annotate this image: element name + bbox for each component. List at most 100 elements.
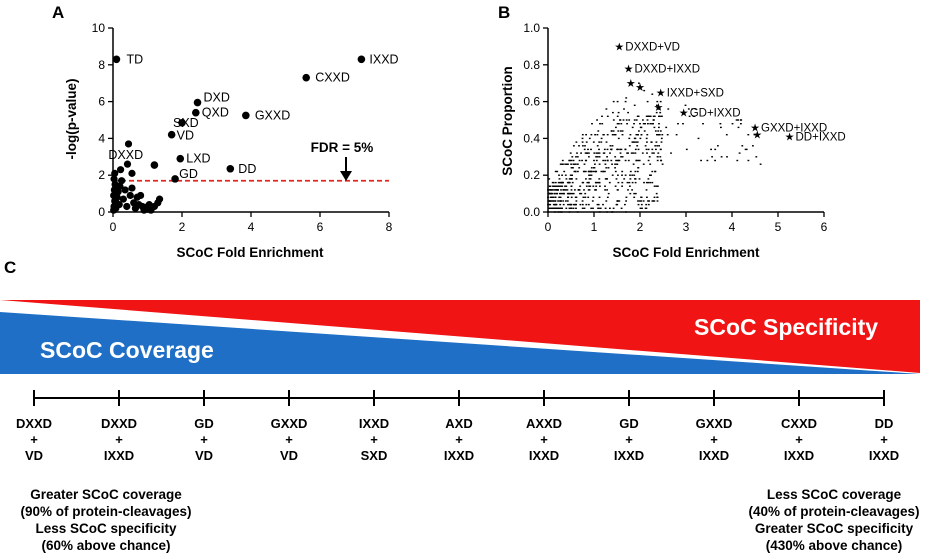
panel-a-point [126,191,134,200]
panel-b-point [564,189,567,191]
panel-b-point [580,152,582,154]
panel-a-point-label: TD [126,52,143,66]
panel-b-point [731,123,734,125]
panel-b-point [560,207,563,209]
panel-b-point [584,152,587,154]
panel-b-point [598,148,600,151]
panel-b-point [572,192,575,195]
panel-b-point [635,134,638,136]
panel-b-point [656,200,659,202]
combination-bottom: VD [280,448,298,463]
panel-b-point [677,123,679,125]
panel-b-point [588,178,591,180]
panel-b-point [632,141,635,143]
panel-a-x-axis-label: SCoC Fold Enrichment [176,245,324,260]
panel-b-point [640,200,643,202]
panel-b-star-marker: ★ [635,82,645,94]
panel-b-y-tick-label: 0.2 [523,168,540,182]
panel-b-point [583,207,586,209]
panel-a-point-label: DXXD [108,148,143,162]
panel-b-point [559,211,562,213]
panel-b-point [562,200,565,202]
panel-b-point [608,181,611,184]
panel-a-point-label: CXXD [315,71,350,85]
panel-b-point [726,156,728,158]
panel-b-point [615,178,618,180]
panel-b-star-label: GD+IXXD [690,108,741,120]
panel-b-point [569,192,571,195]
panel-b-point [602,134,605,136]
panel-label-b: B [498,3,510,22]
panel-b-point [558,174,560,176]
panel-b-point [653,115,656,117]
panel-b-point [634,170,637,173]
panel-b-point [655,185,658,187]
panel-b-point [570,159,573,162]
panel-b-point [606,159,609,162]
panel-b-point [599,123,601,125]
panel-b-point [570,167,573,169]
panel-b-point [710,148,712,151]
panel-b-point [589,185,592,187]
panel-b-point [616,189,619,191]
panel-a-point [124,140,133,148]
panel-b-point [601,123,604,125]
panel-b-point [569,178,572,180]
panel-b-point [616,123,619,125]
panel-b-point [647,203,650,206]
panel-a-point-label: QXD [202,106,229,120]
panel-b-point [581,159,583,162]
panel-b-point [614,156,617,158]
panel-b-point [644,145,647,147]
panel-b-point [635,119,638,121]
panel-a-labeled-point [176,154,185,163]
panel-b-point [585,134,587,136]
panel-b-point [651,93,654,95]
panel-b-point [675,134,678,136]
panel-b-point [621,130,624,132]
panel-b-point [562,189,565,191]
panel-b-point [568,181,570,184]
panel-b-x-tick-label: 5 [775,220,782,234]
panel-b-point [747,159,750,162]
panel-b-point [562,192,565,195]
panel-b-point [633,174,636,176]
panel-b-point [547,200,550,202]
panel-b-point [565,178,568,180]
panel-b-point [549,192,552,195]
panel-b-point [651,152,654,154]
panel-b-point [594,163,596,165]
panel-a-x-tick-label: 2 [179,220,186,234]
panel-b-point [634,148,637,151]
panel-b-point [603,148,606,151]
panel-b-y-tick-label: 0.4 [523,131,540,145]
panel-b-point [658,126,660,129]
panel-b-point [612,100,615,103]
panel-b-point [602,152,605,154]
panel-b-point [590,167,593,169]
panel-b-point [559,207,561,209]
combination-top: DXXD [101,416,137,431]
panel-b-point [638,130,640,132]
panel-b-point [551,185,554,187]
panel-b-point [645,181,648,184]
panel-b-point [591,123,593,125]
panel-b-point [700,159,702,162]
panel-b-point [570,196,573,198]
panel-b-point [647,148,650,151]
panel-b-point [600,137,603,140]
panel-b-point [637,167,639,169]
panel-b-point [550,196,552,198]
panel-b-point [659,148,662,151]
panel-b-point [554,181,557,184]
panel-b-point [587,170,590,173]
panel-b-point [560,211,563,213]
panel-b-point [645,203,648,206]
panel-a-x-tick-label: 6 [317,220,324,234]
panel-b-point [634,181,637,184]
panel-b-point [720,156,723,158]
panel-b-point [656,134,658,136]
panel-a-y-axis-label: -log(p-value) [64,79,79,160]
panel-b-point [593,152,596,154]
